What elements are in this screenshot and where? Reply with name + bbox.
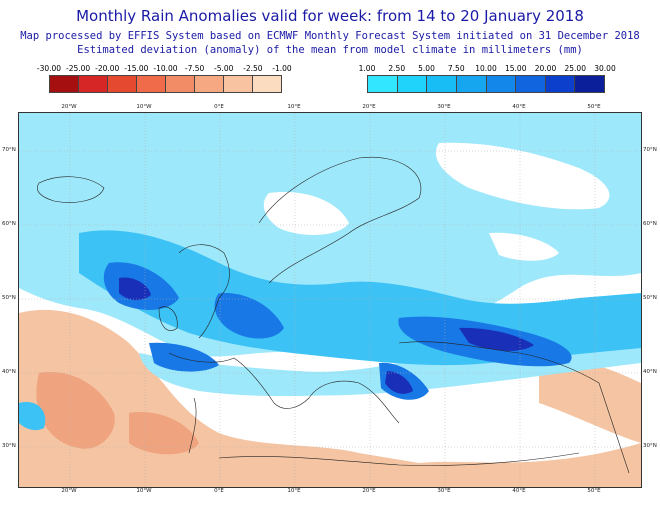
axis-tick-label: 10°E <box>287 104 301 110</box>
axis-tick-label: 30°E <box>437 488 451 494</box>
axis-tick-label: 20°W <box>61 488 77 494</box>
legend-swatch <box>368 76 398 92</box>
legend-label: -1.00 <box>272 64 292 73</box>
legend-swatch <box>224 76 253 92</box>
axis-tick-label: 60°N <box>643 221 657 227</box>
legend-label: -2.50 <box>243 64 263 73</box>
legend-label: 10.00 <box>475 64 497 73</box>
axis-tick-label: 20°W <box>61 104 77 110</box>
legend-swatch <box>166 76 195 92</box>
legend-negative-swatches <box>49 75 282 93</box>
legend-label: -10.00 <box>153 64 178 73</box>
axis-tick-label: 40°N <box>2 369 16 375</box>
axis-tick-label: 0°E <box>214 488 224 494</box>
legend-label: 20.00 <box>534 64 557 73</box>
anomaly-map <box>18 112 642 488</box>
axis-tick-label: 30°E <box>437 104 451 110</box>
axis-tick-label: 60°N <box>2 221 16 227</box>
legend-swatch <box>545 76 576 92</box>
legend-swatch <box>397 76 428 92</box>
map-subtitle-system: Map processed by EFFIS System based on E… <box>20 30 640 42</box>
axis-tick-label: 50°N <box>643 295 657 301</box>
legend-negative-labels: -30.00 -25.00 -20.00 -15.00 -10.00 -7.50 -5.00… <box>37 64 292 75</box>
axis-tick-label: 10°W <box>136 104 152 110</box>
legend-label: -20.00 <box>95 64 120 73</box>
axis-tick-label: 10°W <box>136 488 152 494</box>
legend-swatch <box>427 76 457 92</box>
legend-label: -15.00 <box>124 64 149 73</box>
axis-tick-label: 30°N <box>2 443 16 449</box>
axis-tick-label: 70°N <box>643 147 657 153</box>
legend-swatch <box>253 76 281 92</box>
anomaly-map-canvas <box>19 113 641 487</box>
legend-label: -30.00 <box>36 64 62 73</box>
legend-swatch <box>50 76 79 92</box>
legend-swatch <box>137 76 166 92</box>
axis-tick-label: 40°E <box>512 104 526 110</box>
legend-label: 7.50 <box>447 64 465 73</box>
legend-swatch <box>456 76 487 92</box>
axis-tick-label: 50°N <box>2 295 16 301</box>
axis-tick-label: 20°E <box>362 488 376 494</box>
legend-label: 30.00 <box>594 64 616 73</box>
legend-swatch <box>79 76 108 92</box>
legend-swatch <box>516 76 546 92</box>
axis-tick-label: 30°N <box>643 443 657 449</box>
legend-label: 2.50 <box>388 64 406 73</box>
axis-tick-label: 20°E <box>362 104 376 110</box>
legend-label: -25.00 <box>66 64 91 73</box>
axis-tick-label: 0°E <box>214 104 224 110</box>
legend-swatch <box>108 76 137 92</box>
map-subtitle-units: Estimated deviation (anomaly) of the mea… <box>77 44 583 56</box>
legend-label: -7.50 <box>184 64 205 73</box>
legend-swatch <box>486 76 517 92</box>
axis-tick-label: 50°E <box>587 104 601 110</box>
legend-positive-labels: 1.00 2.50 5.00 7.50 10.00 15.00 20.00 25.00 30.0… <box>359 64 616 75</box>
axis-tick-label: 40°N <box>643 369 657 375</box>
legend-label: -5.00 <box>214 64 234 73</box>
legend-swatch <box>195 76 224 92</box>
legend-swatch <box>575 76 604 92</box>
legend-label: 25.00 <box>564 64 586 73</box>
map-title: Monthly Rain Anomalies valid for week: f… <box>76 7 584 25</box>
axis-tick-label: 50°E <box>587 488 601 494</box>
legend-label: 1.00 <box>358 64 376 73</box>
legend-negative-anomaly: -30.00 -25.00 -20.00 -15.00 -10.00 -7.50 -5.00… <box>37 64 292 93</box>
axis-tick-label: 40°E <box>512 488 526 494</box>
axis-tick-label: 10°E <box>287 488 301 494</box>
legend-label: 5.00 <box>418 64 435 73</box>
legend-positive-swatches <box>367 75 605 93</box>
legend-positive-anomaly: 1.00 2.50 5.00 7.50 10.00 15.00 20.00 25.00 30.0… <box>359 64 616 93</box>
axis-tick-label: 70°N <box>2 147 16 153</box>
legend-label: 15.00 <box>505 64 527 73</box>
